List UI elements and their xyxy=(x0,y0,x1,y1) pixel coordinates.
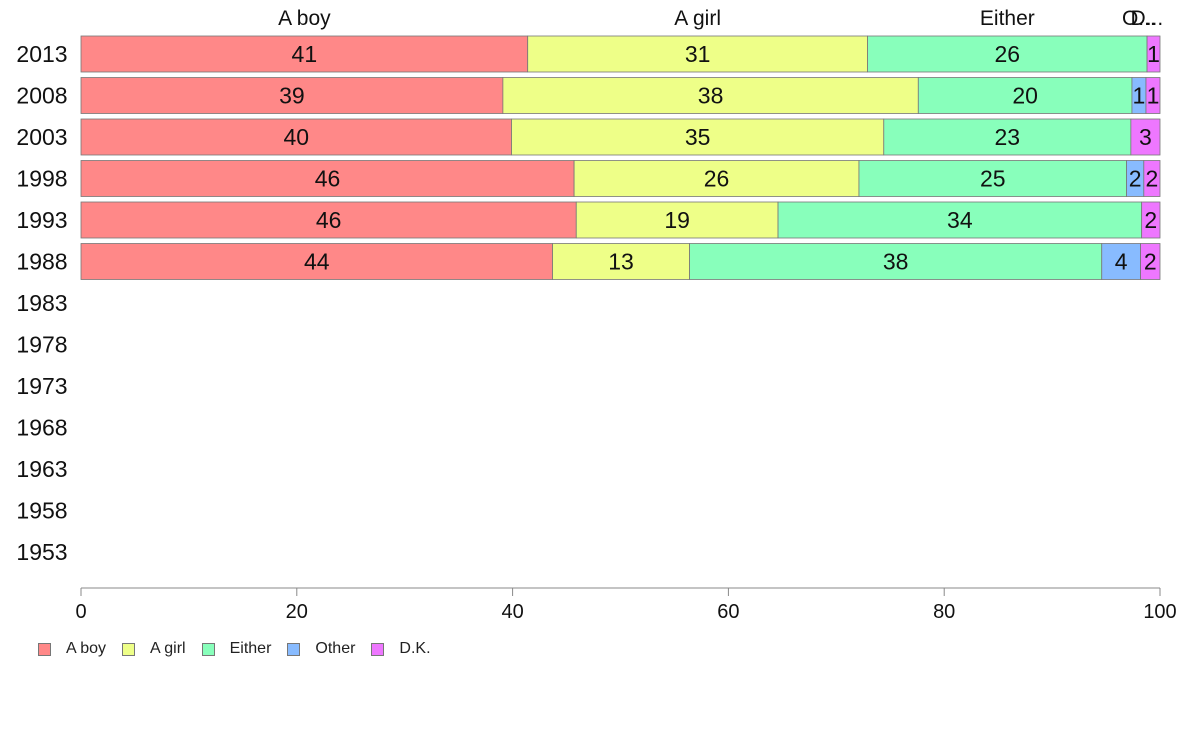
bar-segment xyxy=(552,243,690,280)
year-label: 1988 xyxy=(16,249,67,275)
year-label: 1978 xyxy=(16,332,67,358)
top-label: A girl xyxy=(674,7,721,30)
data-label: 46 xyxy=(315,166,341,192)
bar-segment xyxy=(1146,35,1161,73)
legend-swatch xyxy=(38,642,51,656)
data-label: 20 xyxy=(1012,83,1038,109)
data-label: 2 xyxy=(1144,207,1157,233)
legend-label: Either xyxy=(229,640,272,657)
data-label: 2 xyxy=(1144,249,1157,275)
year-label: 2013 xyxy=(16,41,67,67)
data-label: 2 xyxy=(1146,166,1159,192)
bar-segment xyxy=(1140,243,1161,280)
bar-segment xyxy=(1145,77,1161,114)
data-label: 1 xyxy=(1147,41,1160,67)
top-label: Either xyxy=(980,7,1035,30)
bar-segment xyxy=(80,77,504,114)
year-label: 1973 xyxy=(16,373,67,399)
x-tick-label: 40 xyxy=(501,601,523,623)
legend-swatch xyxy=(201,642,215,656)
x-tick-label: 80 xyxy=(933,601,955,623)
legend-label: A boy xyxy=(66,640,107,657)
legend-swatch xyxy=(122,642,136,656)
year-label: 2008 xyxy=(16,83,67,109)
bar-segment xyxy=(80,243,553,280)
data-label: 13 xyxy=(608,249,634,275)
bar-segment xyxy=(689,243,1103,280)
legend-label: Other xyxy=(315,640,356,657)
bar-segment xyxy=(1143,160,1161,197)
data-label: 26 xyxy=(704,166,730,192)
bar-segment xyxy=(527,35,868,73)
bar-segment xyxy=(80,35,529,73)
top-label: D... xyxy=(1131,7,1164,30)
legend-swatch xyxy=(371,642,385,656)
year-label: 1953 xyxy=(16,539,67,565)
top-label: A boy xyxy=(278,7,331,30)
legend-label: D.K. xyxy=(399,640,431,657)
bar-segment xyxy=(858,160,1127,197)
data-label: 25 xyxy=(980,166,1006,192)
data-label: 41 xyxy=(292,41,318,67)
x-tick-label: 20 xyxy=(286,601,308,623)
year-label: 2003 xyxy=(16,124,67,150)
bar-segment xyxy=(1130,118,1161,156)
data-label: 38 xyxy=(698,83,724,109)
bar-segment xyxy=(917,77,1133,114)
data-label: 3 xyxy=(1139,124,1152,150)
bar-segment xyxy=(80,160,575,197)
bar-segment xyxy=(511,118,885,156)
data-label: 46 xyxy=(316,207,342,233)
bar-segment xyxy=(80,118,512,156)
year-label: 1958 xyxy=(16,498,67,524)
legend-item: Either xyxy=(201,640,272,658)
data-label: 44 xyxy=(304,249,330,275)
year-label: 1993 xyxy=(16,207,67,233)
year-label: 1963 xyxy=(16,456,67,482)
year-label: 1968 xyxy=(16,415,67,441)
data-label: 1 xyxy=(1133,83,1146,109)
legend-item: A girl xyxy=(122,640,186,658)
data-label: 26 xyxy=(995,41,1021,67)
data-label: 40 xyxy=(283,124,309,150)
bar-segment xyxy=(1141,201,1161,239)
year-label: 1998 xyxy=(16,166,67,192)
bar-segment xyxy=(867,35,1148,73)
data-label: 19 xyxy=(664,207,690,233)
x-tick-label: 100 xyxy=(1143,601,1176,623)
year-label: 1983 xyxy=(16,290,67,316)
data-label: 1 xyxy=(1147,83,1160,109)
legend: A boy A girl Either Other D.K. xyxy=(38,640,447,658)
data-label: 4 xyxy=(1115,249,1128,275)
bar-segment xyxy=(883,118,1132,156)
legend-swatch xyxy=(287,642,301,656)
data-label: 38 xyxy=(883,249,909,275)
x-tick-label: 0 xyxy=(75,601,86,623)
bar-segment xyxy=(80,201,577,239)
legend-item: A boy xyxy=(38,640,106,658)
bar-segment xyxy=(575,201,779,239)
legend-item: Other xyxy=(287,640,355,658)
x-tick-label: 60 xyxy=(717,601,739,623)
data-label: 2 xyxy=(1129,166,1142,192)
data-label: 35 xyxy=(685,124,711,150)
legend-label: A girl xyxy=(150,640,186,657)
top-label: O... xyxy=(1122,7,1156,30)
data-label: 34 xyxy=(947,207,973,233)
legend-item: D.K. xyxy=(371,640,431,658)
data-label: 39 xyxy=(279,83,305,109)
data-label: 23 xyxy=(995,124,1021,150)
data-label: 31 xyxy=(685,41,711,67)
bar-segment xyxy=(502,77,919,114)
bar-segment xyxy=(1101,243,1141,280)
